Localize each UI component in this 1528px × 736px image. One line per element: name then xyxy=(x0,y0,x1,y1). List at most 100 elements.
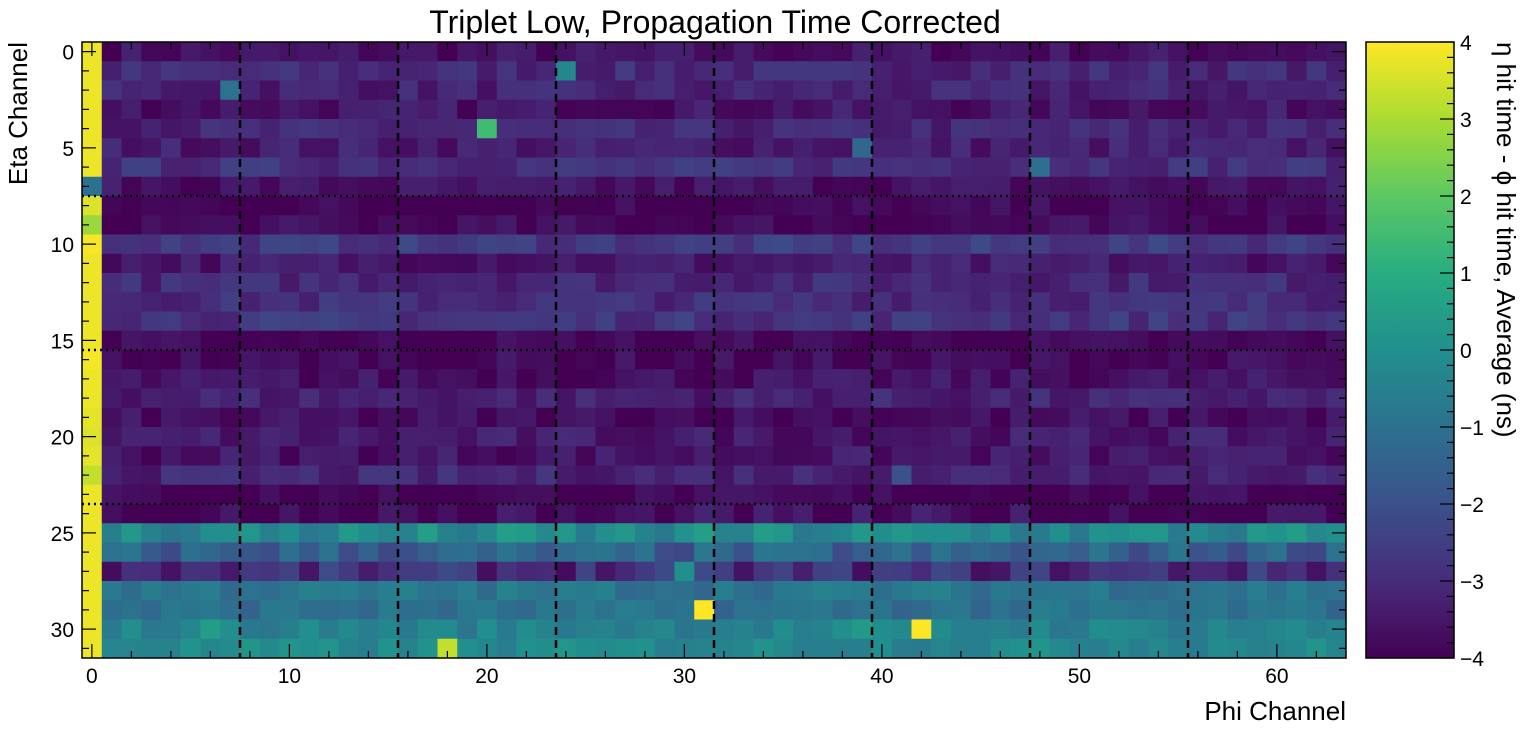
heatmap-cell xyxy=(556,292,577,312)
heatmap-cell xyxy=(1049,561,1070,582)
heatmap-cell xyxy=(279,369,300,389)
heatmap-cell xyxy=(1168,215,1189,235)
heatmap-cell xyxy=(161,523,182,543)
heatmap-cell xyxy=(1247,234,1268,255)
heatmap-cell xyxy=(516,311,537,332)
heatmap-cell xyxy=(931,504,952,524)
heatmap-cell xyxy=(733,215,754,235)
heatmap-cell xyxy=(200,196,221,216)
heatmap-cell xyxy=(714,523,735,543)
heatmap-cell xyxy=(338,176,359,197)
heatmap-cell xyxy=(536,427,557,447)
heatmap-cell xyxy=(101,427,122,447)
heatmap-cell xyxy=(951,388,972,409)
heatmap-cell xyxy=(990,369,1011,389)
heatmap-cell xyxy=(615,273,636,293)
heatmap-cell xyxy=(595,388,616,409)
heatmap-cell xyxy=(1247,619,1268,640)
heatmap-cell xyxy=(852,504,873,524)
heatmap-cell xyxy=(694,407,715,428)
heatmap-cell xyxy=(536,196,557,216)
heatmap-cell xyxy=(200,523,221,543)
heatmap-cell xyxy=(299,542,320,563)
heatmap-cell xyxy=(615,504,636,524)
heatmap-cell xyxy=(773,196,794,216)
heatmap-cell xyxy=(832,176,853,197)
heatmap-cell xyxy=(615,369,636,389)
heatmap-cell xyxy=(536,80,557,101)
heatmap-cell xyxy=(101,446,122,466)
heatmap-cell xyxy=(398,234,419,255)
heatmap-cell xyxy=(220,427,241,447)
heatmap-cell xyxy=(1306,273,1327,293)
heatmap-cell xyxy=(951,61,972,81)
heatmap-cell xyxy=(161,600,182,620)
heatmap-cell xyxy=(951,407,972,428)
heatmap-cell xyxy=(319,523,340,543)
heatmap-cell xyxy=(575,273,596,293)
heatmap-cell xyxy=(180,542,201,563)
heatmap-cell xyxy=(990,99,1011,120)
heatmap-cell xyxy=(911,61,932,81)
heatmap-cell xyxy=(1089,176,1110,197)
heatmap-cell xyxy=(358,138,379,158)
heatmap-cell xyxy=(556,157,577,178)
heatmap-cell xyxy=(180,561,201,582)
heatmap-cell xyxy=(556,542,577,563)
heatmap-cell xyxy=(1148,176,1169,197)
heatmap-cell xyxy=(299,638,320,659)
heatmap-cell xyxy=(694,196,715,216)
heatmap-cell xyxy=(358,523,379,543)
heatmap-cell xyxy=(437,253,458,274)
heatmap-cell xyxy=(398,311,419,332)
heatmap-cell xyxy=(931,388,952,409)
heatmap-cell xyxy=(1247,253,1268,274)
heatmap-cell xyxy=(793,407,814,428)
heatmap-cell xyxy=(437,619,458,640)
heatmap-cell xyxy=(240,581,261,601)
heatmap-cell xyxy=(556,561,577,582)
heatmap-cell xyxy=(812,484,833,505)
heatmap-cell xyxy=(872,407,893,428)
heatmap-cell xyxy=(161,311,182,332)
heatmap-cell xyxy=(773,427,794,447)
heatmap-cell xyxy=(654,311,675,332)
heatmap-cell xyxy=(1207,600,1228,620)
heatmap-cell xyxy=(852,176,873,197)
heatmap-cells xyxy=(82,42,1347,659)
heatmap-cell xyxy=(82,253,103,274)
heatmap-cell xyxy=(812,504,833,524)
heatmap-cell xyxy=(319,273,340,293)
heatmap-cell xyxy=(1227,138,1248,158)
heatmap-cell xyxy=(378,350,399,370)
heatmap-cell xyxy=(240,215,261,235)
heatmap-cell xyxy=(951,561,972,582)
heatmap-cell xyxy=(1227,80,1248,101)
heatmap-cell xyxy=(852,119,873,139)
heatmap-cell xyxy=(496,504,517,524)
heatmap-cell xyxy=(951,138,972,158)
heatmap-cell xyxy=(1247,484,1268,505)
heatmap-cell xyxy=(477,215,498,235)
heatmap-cell xyxy=(200,504,221,524)
heatmap-cell xyxy=(240,504,261,524)
heatmap-cell xyxy=(990,157,1011,178)
heatmap-cell xyxy=(1089,369,1110,389)
heatmap-cell xyxy=(1128,99,1149,120)
heatmap-cell xyxy=(1168,138,1189,158)
heatmap-cell xyxy=(595,119,616,139)
heatmap-cell xyxy=(398,542,419,563)
heatmap-cell xyxy=(319,253,340,274)
heatmap-cell xyxy=(101,138,122,158)
heatmap-cell xyxy=(161,581,182,601)
heatmap-cell xyxy=(891,292,912,312)
heatmap-cell xyxy=(220,600,241,620)
heatmap-cell xyxy=(1188,311,1209,332)
heatmap-cell xyxy=(141,484,162,505)
heatmap-cell xyxy=(970,523,991,543)
heatmap-cell xyxy=(1168,311,1189,332)
heatmap-cell xyxy=(1227,311,1248,332)
heatmap-cell xyxy=(793,427,814,447)
heatmap-cell xyxy=(200,465,221,486)
heatmap-cell xyxy=(1030,427,1051,447)
